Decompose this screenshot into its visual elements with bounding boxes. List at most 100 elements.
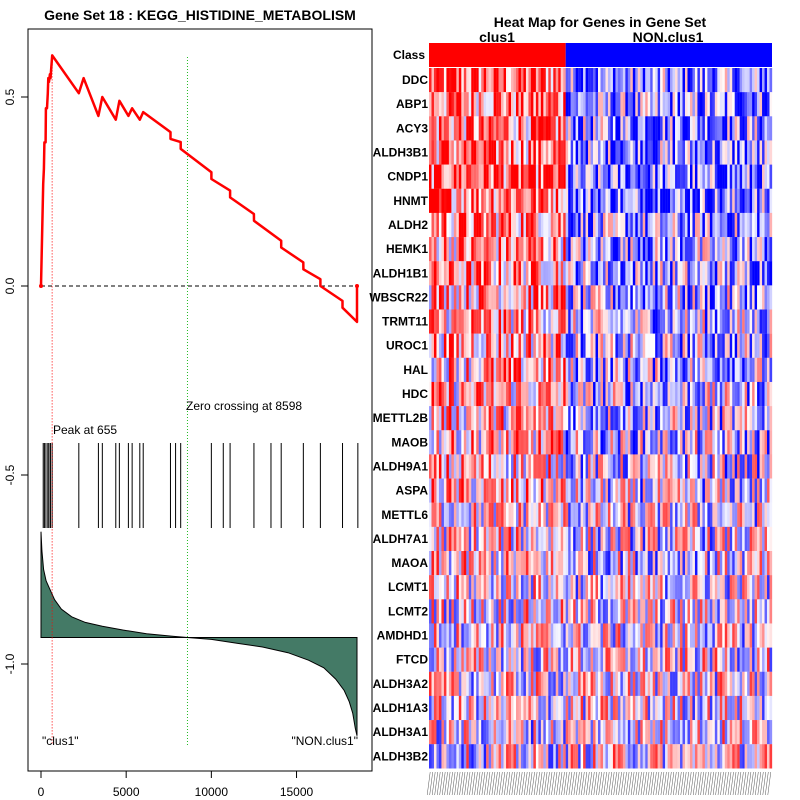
heatmap-cell (553, 261, 556, 286)
heatmap-cell (620, 406, 624, 431)
heatmap-cell (543, 237, 546, 262)
heatmap-cell (590, 357, 594, 383)
heatmap-cell (727, 237, 730, 262)
heatmap-cell (747, 188, 750, 214)
heatmap-cell (707, 720, 711, 745)
heatmap-cell (598, 575, 601, 600)
heatmap-cell (518, 116, 522, 141)
heatmap-cell (665, 551, 668, 576)
heatmap-cell (483, 575, 487, 600)
heatmap-cell (722, 671, 725, 697)
heatmap-cell (650, 502, 653, 527)
heatmap-cell (685, 188, 688, 214)
heatmap-cell (473, 623, 477, 648)
heatmap-cell (595, 116, 599, 141)
heatmap-cell (769, 526, 773, 552)
heatmap-cell (612, 647, 616, 672)
heatmap-cell (694, 381, 698, 407)
heatmap-cell (605, 454, 609, 479)
heatmap-cell (739, 333, 743, 358)
heatmap-cell (642, 309, 646, 334)
heatmap-cell (506, 333, 509, 358)
x-tick-label: 5000 (113, 785, 140, 799)
heatmap-cell (483, 671, 487, 697)
heatmap-cell (545, 309, 549, 334)
heatmap-cell (588, 68, 591, 93)
heatmap-cell (533, 164, 537, 189)
heatmap-cell (670, 695, 673, 721)
heatmap-cell (605, 212, 609, 238)
heatmap-cell (722, 454, 725, 479)
heatmap-cell (568, 478, 571, 503)
heatmap-cell (593, 454, 596, 479)
heatmap-cell (757, 188, 760, 214)
heatmap-cell (752, 406, 755, 431)
heatmap-cell (754, 68, 758, 93)
heatmap-cell (647, 212, 651, 238)
heatmap-cell (585, 261, 589, 286)
heatmap-cell (543, 285, 546, 310)
heatmap-cell (754, 454, 758, 479)
heatmap-cell (637, 116, 641, 141)
heatmap-cell (719, 671, 723, 697)
heatmap-cell (451, 309, 455, 334)
heatmap-cell (607, 647, 611, 672)
heatmap-cell (739, 92, 743, 117)
heatmap-cell (722, 647, 725, 672)
heatmap-cell (615, 140, 619, 165)
heatmap-cell (456, 164, 459, 189)
heatmap-cell (478, 623, 482, 648)
heatmap-cell (511, 623, 514, 648)
heatmap-cell (640, 92, 643, 117)
heatmap-cell (729, 188, 733, 214)
heatmap-cell (431, 309, 435, 334)
heatmap-cell (476, 695, 479, 721)
heatmap-cell (749, 720, 753, 745)
heatmap-cell (762, 285, 765, 310)
heatmap-cell (652, 333, 656, 358)
heatmap-cell (675, 575, 678, 600)
heatmap-cell (555, 671, 559, 697)
heatmap-cell (697, 309, 701, 334)
heatmap-cell (722, 599, 725, 624)
heatmap-cell (578, 357, 581, 383)
heatmap-cell (446, 309, 450, 334)
heatmap-cell (575, 116, 579, 141)
heatmap-cell (473, 526, 477, 552)
heatmap-cell (486, 551, 489, 576)
heatmap-cell (593, 406, 596, 431)
heatmap-cell (575, 502, 579, 527)
sample-label-tick (506, 771, 511, 796)
heatmap-cell (652, 623, 656, 648)
heatmap-cell (453, 92, 457, 117)
sample-label-tick (426, 771, 431, 796)
heatmap-cell (655, 575, 658, 600)
heatmap-cell (724, 647, 728, 672)
heatmap-cell (518, 309, 522, 334)
heatmap-cell (438, 671, 442, 697)
heatmap-cell (476, 478, 479, 503)
heatmap-cell (605, 623, 609, 648)
heatmap-cell (443, 430, 447, 455)
heatmap-cell (530, 140, 534, 165)
heatmap-cell (682, 92, 686, 117)
heatmap-cell (687, 671, 691, 697)
heatmap-cell (580, 164, 584, 189)
heatmap-cell (496, 212, 499, 238)
heatmap-cell (610, 744, 614, 769)
heatmap-cell (433, 164, 437, 189)
heatmap-cell (612, 551, 616, 576)
heatmap-cell (689, 333, 693, 358)
heatmap-cell (578, 212, 581, 238)
heatmap-cell (759, 430, 763, 455)
sample-label-tick (610, 771, 615, 796)
heatmap-cell (496, 116, 499, 141)
heatmap-cell (535, 237, 539, 262)
heatmap-cell (578, 478, 581, 503)
heatmap-cell (563, 261, 566, 286)
heatmap-cell (501, 454, 504, 479)
heatmap-cell (627, 526, 631, 552)
heatmap-cell (458, 454, 462, 479)
heatmap-cell (593, 140, 596, 165)
heatmap-cell (545, 357, 549, 383)
